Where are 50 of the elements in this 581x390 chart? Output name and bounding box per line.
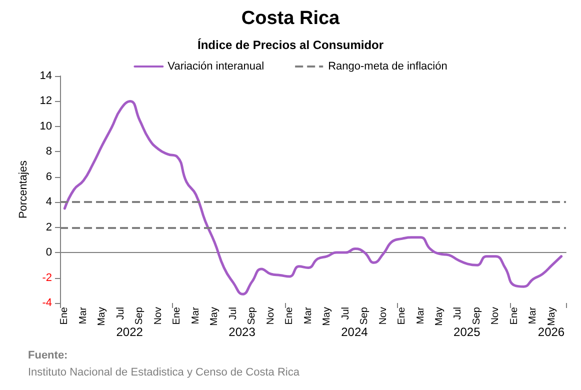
- x-tick-label: Mar: [302, 306, 314, 324]
- text: 2025: [454, 325, 481, 339]
- x-tick-label: Ene: [284, 306, 296, 325]
- x-tick-label: Sep: [134, 306, 146, 325]
- x-tick-label: Nov: [490, 307, 502, 325]
- legend-label: Rango-meta de inflación: [328, 60, 448, 72]
- x-tick-label: Jul: [340, 307, 352, 320]
- x-tick-label: Ene: [172, 306, 183, 325]
- text: 2024: [341, 325, 368, 339]
- chart-subtitle: Índice de Precios al Consumidor: [197, 38, 384, 52]
- line-series: [63, 100, 563, 296]
- x-tick-label: Jul: [452, 307, 464, 320]
- y-tick-label: 12: [40, 95, 52, 108]
- text: 2026: [538, 325, 565, 339]
- x-tick-label: Nov: [152, 307, 164, 325]
- y-tick-label: 10: [40, 120, 52, 132]
- source-note: Fuente:: [28, 350, 68, 362]
- y-tick-label: 6: [46, 170, 52, 183]
- x-tick-label: Sep: [246, 306, 258, 325]
- y-tick-label: 2: [46, 221, 52, 234]
- x-tick-label: Sep: [471, 306, 482, 325]
- chart-title: Costa Rica: [241, 8, 340, 29]
- x-tick-label: May: [322, 307, 333, 326]
- x-tick-label: May: [434, 307, 445, 326]
- y-tick-label: 8: [46, 146, 52, 158]
- y-tick-label: 4: [46, 196, 52, 208]
- x-tick-label: May: [96, 307, 108, 326]
- x-tick-label: Mar: [415, 306, 426, 324]
- x-tick-label: May: [209, 307, 220, 326]
- x-tick-label: Mar: [190, 306, 202, 324]
- text: Instituto Nacional de Estadistica y Censo de Costa Rica: [28, 366, 300, 378]
- x-tick-label: Sep: [359, 306, 370, 325]
- y-tick-label: 0: [46, 246, 52, 259]
- text: 2023: [228, 325, 256, 339]
- x-tick-label: Ene: [508, 306, 520, 325]
- y-tick-label: -2: [42, 272, 52, 284]
- x-tick-label: Nov: [378, 307, 389, 325]
- y-axis-title: Porcentajes: [17, 160, 30, 219]
- text: 2022: [116, 325, 144, 339]
- y-tick-label: 14: [40, 70, 52, 82]
- x-tick-label: Mar: [78, 306, 89, 324]
- x-tick-label: Ene: [59, 306, 70, 325]
- y-tick-label: -4: [42, 297, 52, 309]
- x-tick-label: May: [546, 307, 558, 326]
- legend-label: Variación interanual: [168, 60, 264, 72]
- x-tick-label: Jul: [228, 307, 239, 320]
- x-tick-label: Mar: [528, 306, 539, 324]
- x-tick-label: Ene: [396, 306, 408, 325]
- x-tick-label: Nov: [265, 307, 276, 325]
- x-tick-label: Jul: [115, 307, 126, 320]
